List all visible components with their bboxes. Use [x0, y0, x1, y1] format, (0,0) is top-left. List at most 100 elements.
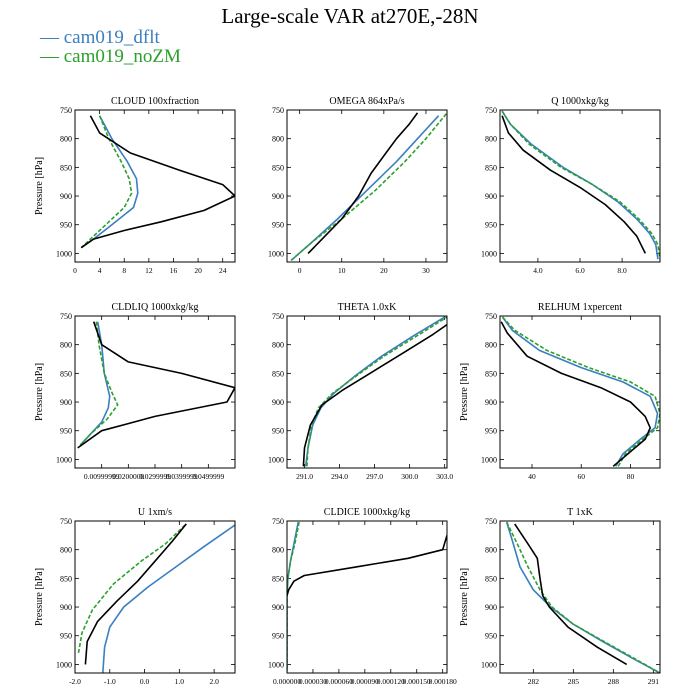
series-group [302, 316, 447, 467]
y-tick-label: 750 [272, 517, 284, 526]
x-tick-label: 291.0 [296, 472, 313, 481]
panel-title: OMEGA 864xPa/s [329, 96, 404, 107]
series-line-3 [302, 323, 447, 467]
series-line-3 [500, 321, 652, 467]
y-tick-label: 850 [485, 574, 497, 583]
series-group [290, 112, 447, 261]
x-tick-label: 0.000000 [273, 677, 301, 686]
series-group [80, 115, 235, 249]
series-line-cam019-dflt [501, 316, 659, 467]
x-tick-label: 0.000180 [429, 677, 457, 686]
x-tick-label: 294.0 [331, 472, 348, 481]
x-tick-label: 0.000120 [377, 677, 405, 686]
plot-frame [74, 520, 236, 674]
plot-frame [499, 520, 661, 674]
y-tick-label: 800 [272, 546, 284, 555]
y-tick-label: 950 [60, 427, 72, 436]
series-line-cam019-dflt [79, 321, 111, 446]
x-tick-label: 12 [145, 266, 153, 275]
series-line-cam019-noZM [501, 110, 660, 260]
series-line-cam019-noZM [505, 521, 660, 673]
x-tick-label: 0.0399999 [166, 472, 198, 481]
x-tick-label: -1.0 [104, 677, 116, 686]
x-tick-label: 60 [577, 472, 585, 481]
x-tick-label: 0.000150 [403, 677, 431, 686]
series-line-3 [501, 115, 647, 254]
series-line-cam019-dflt [505, 521, 660, 673]
series-line-3 [307, 112, 419, 254]
y-tick-label: 900 [485, 603, 497, 612]
figure-title: Large-scale VAR at270E,-28N [221, 4, 479, 28]
panel-3: Q 1000xkg/kg 750 800 850 900 950 1000 4.0 6.0 8.0 [481, 96, 661, 275]
x-tick-label: 2.0 [209, 677, 219, 686]
y-tick-label: 850 [60, 369, 72, 378]
x-tick-label: 1.0 [175, 677, 185, 686]
x-tick-label: 297.0 [366, 472, 383, 481]
x-tick-label: 0.0299999 [139, 472, 171, 481]
y-tick-label: 850 [485, 369, 497, 378]
series-line-cam019-dflt [102, 524, 235, 673]
x-tick-label: 303.0 [436, 472, 453, 481]
y-tick-label: 900 [272, 603, 284, 612]
plot-frame [74, 315, 236, 469]
panel-title: Q 1000xkg/kg [551, 96, 609, 107]
panel-6: RELHUM 1xpercent Pressure [hPa] 750 800 850 9… [459, 302, 661, 481]
y-tick-label: 800 [272, 341, 284, 350]
x-tick-label: 10 [338, 266, 346, 275]
y-tick-label: 950 [485, 632, 497, 641]
panel-4: CLDLIQ 1000xkg/kg Pressure [hPa] 750 800 850… [34, 302, 236, 481]
y-tick-label: 1000 [268, 455, 284, 464]
y-tick-label: 900 [272, 398, 284, 407]
y-tick-label: 800 [60, 546, 72, 555]
y-tick-label: 850 [60, 163, 72, 172]
plot-frame [286, 109, 448, 263]
y-tick-label: 850 [272, 163, 284, 172]
x-tick-label: 0.00999999 [84, 472, 120, 481]
series-line-3 [84, 523, 187, 665]
x-tick-label: 8.0 [617, 266, 627, 275]
series-group [501, 110, 660, 260]
y-tick-label: 800 [60, 341, 72, 350]
x-tick-label: 0.000090 [351, 677, 379, 686]
x-tick-label: 0 [73, 266, 77, 275]
panel-2: OMEGA 864xPa/s 750 800 850 900 950 1000 0 10 20 30 [268, 96, 448, 275]
series-line-cam019-noZM [287, 521, 300, 672]
panel-title: T 1xK [567, 507, 593, 518]
y-tick-label: 950 [60, 221, 72, 230]
y-tick-label: 750 [485, 517, 497, 526]
x-tick-label: 285 [568, 677, 580, 686]
y-tick-label: 1000 [56, 249, 72, 258]
series-line-3 [514, 523, 628, 666]
x-tick-label: 0.000060 [325, 677, 353, 686]
plot-frame [499, 315, 661, 469]
y-tick-label: 950 [272, 632, 284, 641]
y-tick-label: 850 [272, 574, 284, 583]
y-tick-label: 950 [485, 427, 497, 436]
x-tick-label: 4.0 [533, 266, 543, 275]
y-tick-label: 750 [485, 106, 497, 115]
y-tick-label: 750 [272, 106, 284, 115]
series-line-3 [80, 115, 235, 249]
x-tick-label: 291 [648, 677, 660, 686]
y-tick-label: 1000 [268, 660, 284, 669]
series-line-cam019-noZM [501, 316, 660, 467]
series-line-cam019-dflt [80, 115, 139, 249]
x-tick-label: 6.0 [575, 266, 585, 275]
y-tick-label: 850 [272, 369, 284, 378]
series-line-cam019-noZM [79, 321, 119, 446]
x-tick-label: 282 [528, 677, 540, 686]
series-line-cam019-noZM [77, 523, 187, 654]
y-tick-label: 750 [60, 517, 72, 526]
y-tick-label: 950 [60, 632, 72, 641]
x-tick-label: 0.0499999 [192, 472, 224, 481]
legend-entry-dflt: — cam019_dflt [40, 27, 160, 48]
x-tick-label: 8 [122, 266, 126, 275]
panel-9: T 1xK Pressure [hPa] 750 800 850 900 950 1000 28… [459, 507, 661, 686]
x-tick-label: 4 [98, 266, 102, 275]
series-group [77, 321, 235, 449]
y-tick-label: 800 [485, 341, 497, 350]
y-axis-label: Pressure [hPa] [459, 568, 470, 626]
x-tick-label: 0.000030 [299, 677, 327, 686]
y-tick-label: 1000 [481, 249, 497, 258]
